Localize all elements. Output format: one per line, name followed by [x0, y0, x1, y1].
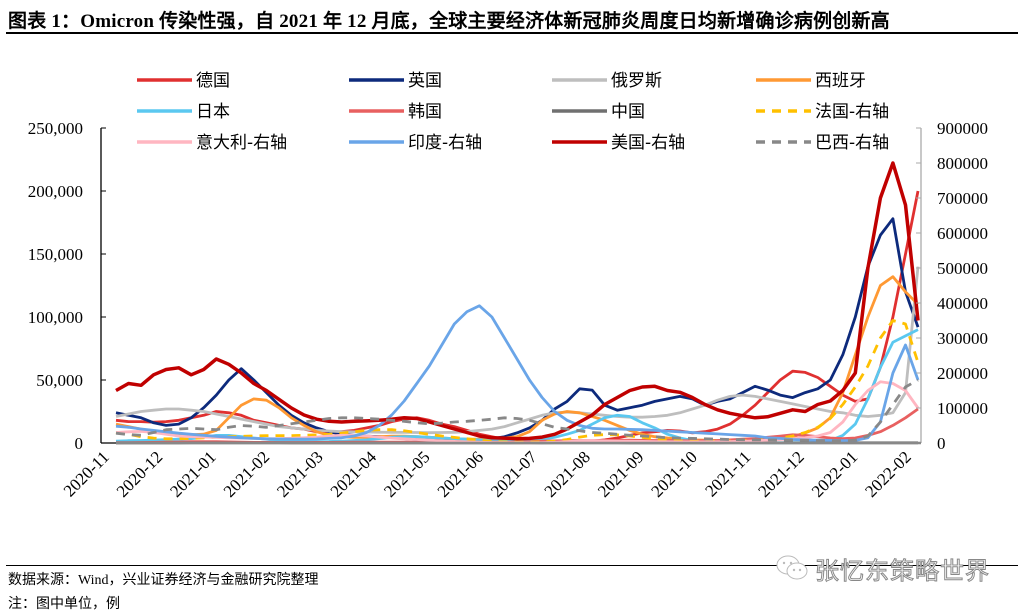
x-tick-label: 2021-01: [166, 447, 220, 501]
x-tick-label: 2021-08: [541, 447, 595, 501]
footer-divider: [6, 565, 1018, 566]
x-tick-label: 2021-10: [647, 447, 701, 501]
legend-label: 俄罗斯: [611, 71, 662, 91]
x-tick-label: 2020-11: [60, 447, 113, 500]
y-left-tick-label: 100,000: [28, 308, 83, 327]
x-tick-label: 2021-06: [434, 447, 488, 501]
y-right-tick-label: 700000: [937, 189, 988, 208]
legend-label: 意大利-右轴: [196, 133, 287, 153]
y-right-tick-label: 300000: [937, 329, 988, 348]
y-left-tick-label: 150,000: [28, 245, 83, 264]
x-tick-label: 2022-01: [808, 447, 862, 501]
x-tick-label: 2021-09: [594, 447, 648, 501]
y-left-tick-label: 200,000: [28, 182, 83, 201]
watermark-text: 张忆东策略世界: [815, 557, 990, 586]
legend-label: 英国: [408, 71, 442, 91]
x-tick-label: 2021-04: [327, 447, 381, 501]
line-chart: 0 50,000 100,000 150,000 200,000 250,000 0 1000…: [28, 71, 988, 501]
data-source: 数据来源：Wind，兴业证券经济与金融研究院整理: [8, 573, 319, 588]
chart-title: 图表 1：Omicron 传染性强，自 2021 年 12 月底，全球主要经济体…: [8, 11, 890, 32]
series-line: [115, 266, 920, 435]
x-tick-label: 2021-12: [754, 447, 808, 501]
series-line: [115, 328, 919, 445]
plot-series: [115, 161, 920, 445]
x-tick-label: 2021-03: [273, 447, 327, 501]
x-tick-label: 2021-11: [701, 447, 754, 500]
y-left-tick-label: 50,000: [36, 371, 83, 390]
y-left-tick-label: 250,000: [28, 119, 83, 138]
x-tick-label: 2020-12: [113, 447, 167, 501]
series-line: [115, 161, 920, 441]
x-tick-label: 2021-07: [487, 447, 541, 501]
y-right-tick-label: 400000: [937, 294, 988, 313]
y-right-tick-label: 900000: [937, 119, 988, 138]
legend-label: 西班牙: [815, 71, 866, 91]
legend-label: 美国-右轴: [611, 133, 685, 153]
unit-note: 注：图中单位，例: [8, 597, 120, 612]
title-divider: [6, 32, 1018, 34]
y-left-tick-label: 0: [75, 434, 84, 453]
legend-label: 德国: [196, 71, 230, 91]
legend-label: 巴西-右轴: [815, 133, 889, 153]
y-right-tick-label: 500000: [937, 259, 988, 278]
y-right-tick-label: 200000: [937, 364, 988, 383]
legend-label: 印度-右轴: [408, 133, 482, 153]
series-line: [115, 378, 919, 443]
y-right-tick-label: 600000: [937, 224, 988, 243]
legend-label: 中国: [611, 102, 645, 122]
legend-label: 韩国: [408, 102, 442, 122]
legend-label: 日本: [196, 102, 230, 122]
chart-axes: 0 50,000 100,000 150,000 200,000 250,000 0 1000…: [28, 119, 988, 501]
wechat-icon: [776, 555, 808, 580]
y-right-tick-label: 800000: [937, 154, 988, 173]
x-tick-label: 2021-05: [380, 447, 434, 501]
y-right-tick-label: 0: [937, 434, 946, 453]
x-tick-label: 2022-02: [861, 447, 915, 501]
y-right-tick-label: 100000: [937, 399, 988, 418]
series-line: [115, 217, 920, 442]
legend-label: 法国-右轴: [815, 102, 889, 122]
x-tick-label: 2021-02: [220, 447, 274, 501]
